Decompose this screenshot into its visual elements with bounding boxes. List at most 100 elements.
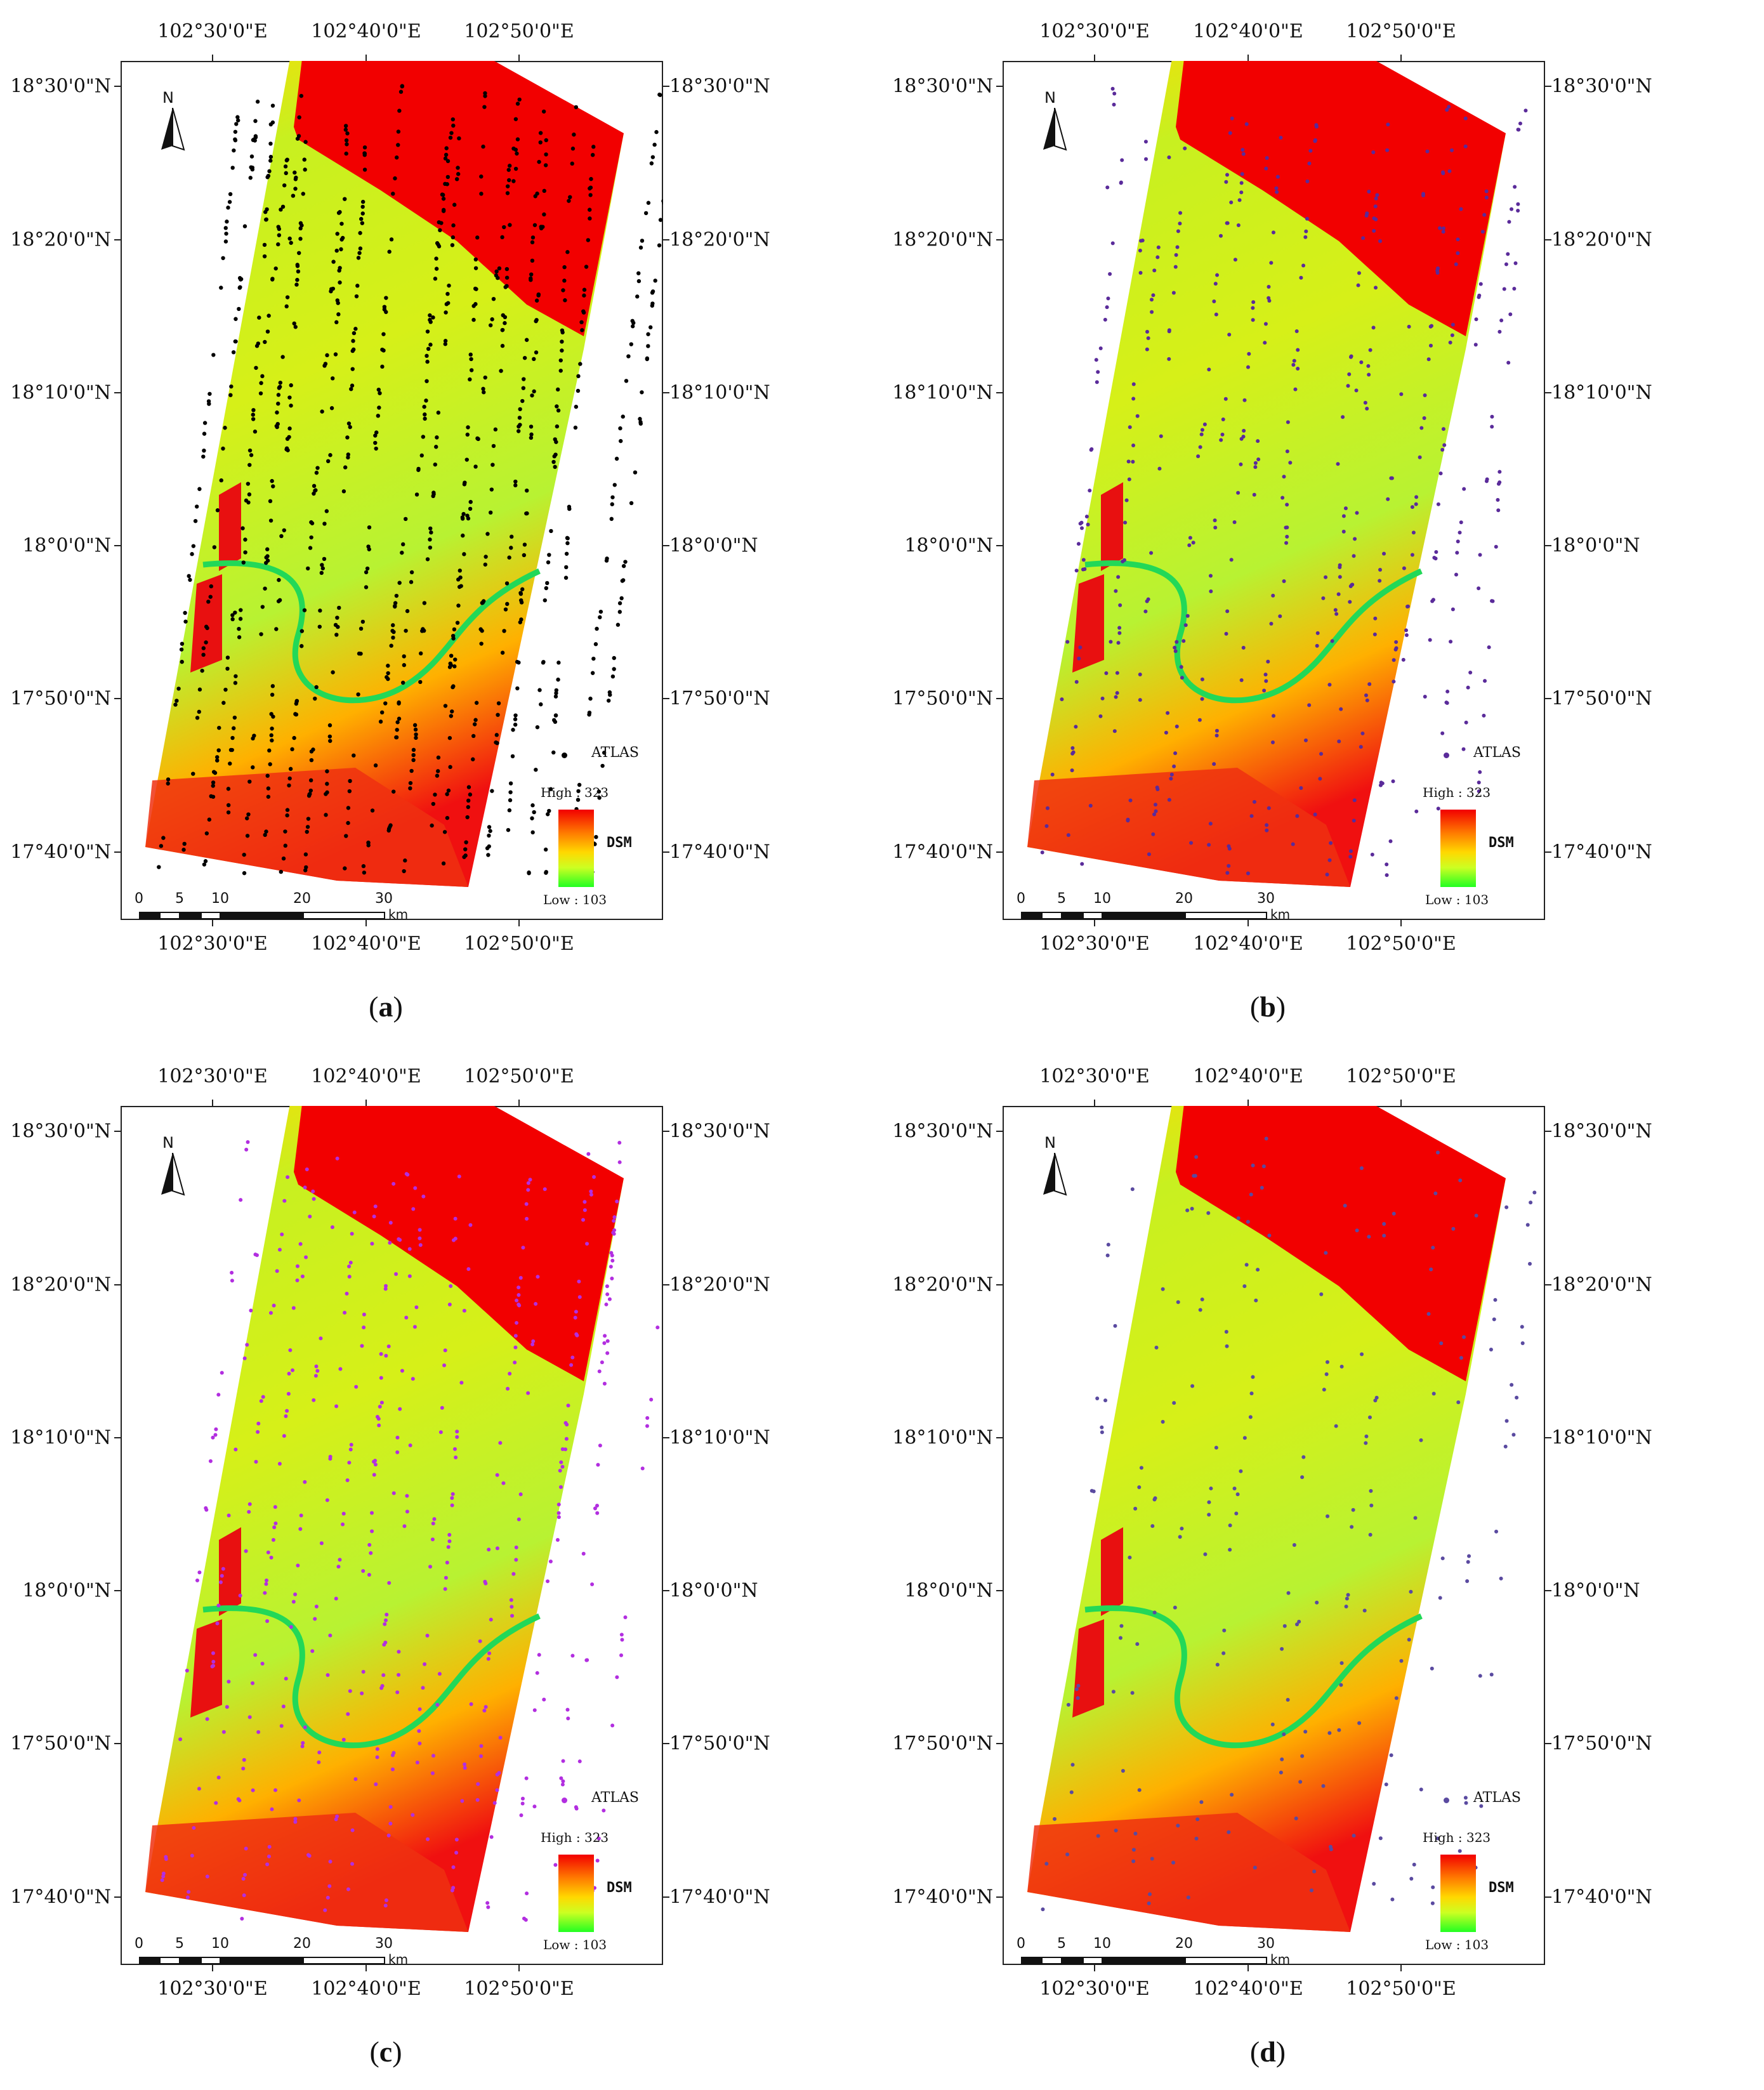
atlas-point <box>1246 871 1250 876</box>
lon-label-top: 102°50'0"E <box>464 1065 574 1088</box>
lon-label-top: 102°40'0"E <box>1193 1065 1303 1088</box>
lat-tick <box>663 1896 669 1898</box>
atlas-point <box>226 206 230 210</box>
atlas-point <box>435 773 440 778</box>
atlas-point <box>188 577 192 582</box>
atlas-point <box>1167 155 1171 159</box>
atlas-point <box>1251 306 1255 310</box>
atlas-point <box>273 1788 278 1792</box>
atlas-point <box>1451 322 1455 327</box>
atlas-point <box>383 1622 387 1626</box>
atlas-point <box>469 1702 473 1706</box>
atlas-point <box>378 720 383 724</box>
atlas-point <box>657 243 662 247</box>
atlas-point <box>1239 437 1244 441</box>
atlas-point <box>1135 414 1140 418</box>
atlas-point <box>422 601 427 605</box>
atlas-point <box>237 1798 242 1803</box>
atlas-point <box>515 1298 519 1303</box>
atlas-point <box>417 1729 421 1733</box>
lat-label-left: 17°40'0"N <box>10 841 111 864</box>
atlas-point <box>517 660 521 665</box>
atlas-point <box>650 155 655 159</box>
atlas-point <box>385 675 389 680</box>
atlas-point <box>546 812 550 817</box>
atlas-point <box>1114 695 1118 699</box>
atlas-point <box>295 264 300 268</box>
atlas-point <box>392 1491 396 1495</box>
atlas-point <box>180 659 184 664</box>
atlas-point <box>350 383 355 388</box>
atlas-point <box>532 223 537 227</box>
lon-tick <box>1247 920 1249 926</box>
scale-segment <box>201 1957 221 1964</box>
atlas-point <box>517 416 522 420</box>
atlas-point <box>522 553 527 558</box>
lat-label-right: 18°20'0"N <box>1551 228 1652 251</box>
atlas-point <box>273 266 278 271</box>
atlas-point <box>1167 357 1171 361</box>
scale-segment <box>1185 912 1267 919</box>
atlas-point <box>1282 1624 1287 1628</box>
atlas-point <box>553 720 558 724</box>
atlas-point <box>592 1174 596 1179</box>
atlas-point <box>1280 1646 1284 1651</box>
atlas-point <box>398 1407 402 1411</box>
atlas-point <box>232 726 236 730</box>
atlas-point <box>372 1459 376 1464</box>
atlas-point <box>462 1308 466 1313</box>
atlas-point <box>513 117 518 121</box>
atlas-point <box>284 171 288 176</box>
atlas-point <box>1410 553 1414 557</box>
atlas-point <box>506 168 511 172</box>
atlas-point <box>610 1723 615 1728</box>
caption-letter: d <box>1260 2035 1276 2068</box>
atlas-point <box>1339 707 1343 711</box>
atlas-point <box>436 411 441 415</box>
scale-label: 20 <box>1175 891 1193 907</box>
atlas-point <box>267 313 271 318</box>
atlas-point <box>191 544 196 548</box>
atlas-point <box>268 122 273 127</box>
atlas-point <box>1154 809 1158 813</box>
atlas-point <box>1515 1395 1519 1400</box>
mountain-area <box>294 61 624 336</box>
atlas-point <box>1251 1375 1255 1379</box>
atlas-point <box>348 1261 353 1265</box>
scale-segment <box>1021 1957 1041 1964</box>
atlas-point <box>1477 586 1481 591</box>
atlas-point <box>495 1788 499 1792</box>
atlas-point <box>395 728 399 732</box>
atlas-point <box>377 405 381 410</box>
atlas-point <box>1295 814 1300 818</box>
atlas-point <box>396 129 401 134</box>
atlas-point <box>495 1546 499 1551</box>
atlas-point <box>451 1865 456 1869</box>
atlas-point <box>444 310 448 315</box>
atlas-point <box>1251 300 1256 305</box>
atlas-point <box>1218 233 1223 238</box>
atlas-point <box>448 765 452 770</box>
atlas-point <box>325 782 329 786</box>
atlas-point <box>1338 565 1342 570</box>
atlas-point <box>1135 1642 1140 1646</box>
atlas-point <box>1300 1475 1305 1480</box>
atlas-point <box>395 1690 400 1695</box>
atlas-point <box>1173 751 1178 756</box>
atlas-point <box>516 429 521 433</box>
atlas-point <box>1367 372 1371 377</box>
atlas-point <box>220 1574 224 1578</box>
atlas-point <box>1286 1591 1291 1595</box>
atlas-point <box>428 313 432 318</box>
lat-tick <box>663 1284 669 1285</box>
atlas-point <box>471 304 476 308</box>
atlas-point <box>475 1798 480 1802</box>
atlas-point <box>266 1550 270 1554</box>
atlas-point <box>348 1689 352 1693</box>
atlas-point <box>346 452 350 457</box>
atlas-point <box>362 168 367 172</box>
atlas-point <box>385 1612 389 1617</box>
lat-tick <box>996 545 1003 546</box>
atlas-point <box>555 404 559 409</box>
atlas-point <box>591 145 596 149</box>
